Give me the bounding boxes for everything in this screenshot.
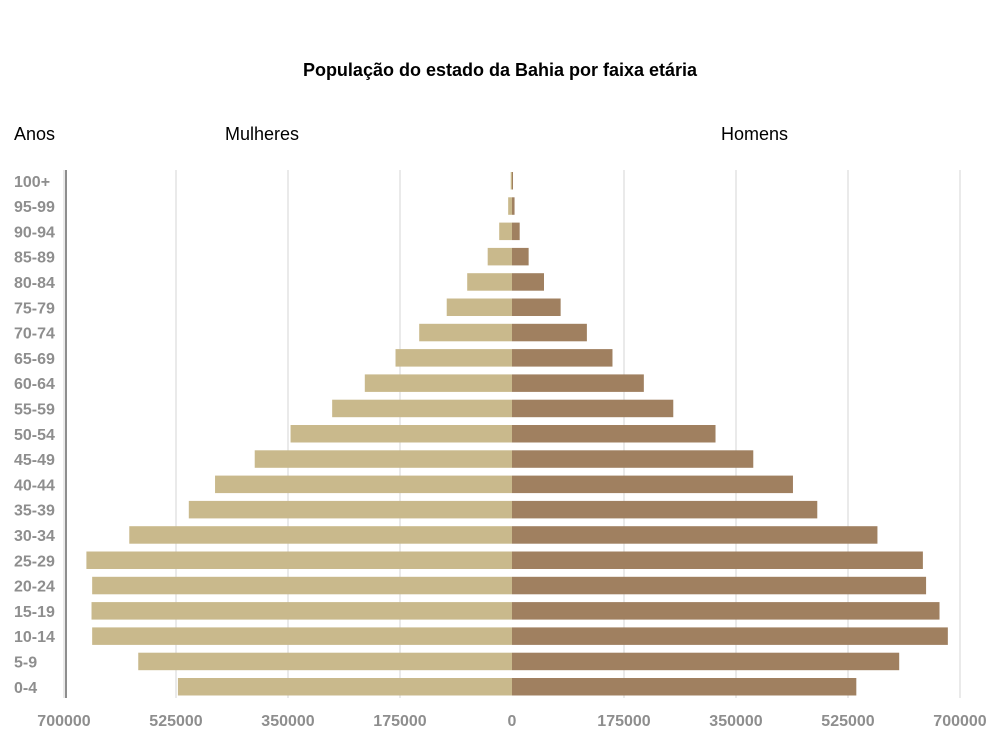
female-bar-50-54 bbox=[290, 425, 512, 443]
female-bar-5-9 bbox=[138, 652, 513, 671]
male-bar-15-19 bbox=[512, 602, 940, 620]
male-bar-50-54 bbox=[512, 425, 716, 443]
age-group-label: 45-49 bbox=[14, 452, 55, 469]
male-bar-30-34 bbox=[512, 526, 878, 544]
x-tick-label: 525000 bbox=[821, 713, 874, 730]
age-group-label: 30-34 bbox=[14, 528, 55, 545]
female-bar-25-29 bbox=[86, 551, 513, 569]
female-bar-30-34 bbox=[129, 526, 512, 544]
male-bar-100+ bbox=[512, 172, 513, 190]
age-group-label: 75-79 bbox=[14, 300, 55, 317]
x-tick-label: 350000 bbox=[261, 713, 314, 730]
male-bar-20-24 bbox=[512, 576, 927, 595]
female-bar-0-4 bbox=[177, 678, 513, 696]
age-group-label: 10-14 bbox=[14, 629, 55, 646]
age-group-label: 100+ bbox=[14, 174, 50, 191]
male-bar-95-99 bbox=[512, 197, 515, 215]
female-bar-55-59 bbox=[332, 399, 512, 418]
age-group-label: 25-29 bbox=[14, 553, 55, 570]
male-bar-75-79 bbox=[512, 298, 561, 316]
male-bar-10-14 bbox=[512, 627, 948, 645]
male-bar-85-89 bbox=[512, 247, 529, 266]
age-group-label: 60-64 bbox=[14, 376, 55, 393]
age-group-label: 95-99 bbox=[14, 199, 55, 216]
female-bar-20-24 bbox=[92, 576, 512, 595]
age-group-label: 5-9 bbox=[14, 654, 37, 671]
age-group-label: 85-89 bbox=[14, 250, 55, 267]
male-bar-65-69 bbox=[512, 349, 613, 367]
right-series-label: Homens bbox=[721, 124, 789, 144]
age-group-label: 65-69 bbox=[14, 351, 55, 368]
male-bar-40-44 bbox=[512, 475, 793, 494]
x-tick-label: 175000 bbox=[597, 713, 650, 730]
age-group-label: 40-44 bbox=[14, 477, 55, 494]
male-bar-90-94 bbox=[512, 222, 520, 241]
x-tick-label: 350000 bbox=[709, 713, 762, 730]
male-bar-80-84 bbox=[512, 273, 544, 291]
female-bar-75-79 bbox=[446, 298, 512, 316]
x-tick-label: 700000 bbox=[37, 713, 90, 730]
female-bar-70-74 bbox=[419, 323, 512, 342]
age-group-label: 70-74 bbox=[14, 326, 55, 343]
age-group-label: 90-94 bbox=[14, 224, 55, 241]
male-bar-45-49 bbox=[512, 450, 754, 468]
x-tick-label: 525000 bbox=[149, 713, 202, 730]
left-series-label: Mulheres bbox=[225, 124, 300, 144]
male-bar-0-4 bbox=[512, 678, 857, 696]
female-bar-35-39 bbox=[188, 500, 513, 519]
female-bar-65-69 bbox=[395, 349, 512, 367]
female-bar-85-89 bbox=[487, 247, 512, 266]
male-bar-25-29 bbox=[512, 551, 923, 569]
age-group-label: 50-54 bbox=[14, 427, 55, 444]
age-group-label: 0-4 bbox=[14, 680, 37, 697]
age-group-label: 55-59 bbox=[14, 401, 55, 418]
y-axis-label: Anos bbox=[14, 124, 56, 144]
male-bar-55-59 bbox=[512, 399, 674, 418]
male-bar-5-9 bbox=[512, 652, 900, 671]
age-group-label: 35-39 bbox=[14, 503, 55, 520]
male-bar-35-39 bbox=[512, 500, 818, 519]
age-group-label: 20-24 bbox=[14, 579, 55, 596]
female-bar-100+ bbox=[510, 172, 512, 190]
female-bar-95-99 bbox=[508, 197, 512, 215]
male-bar-60-64 bbox=[512, 374, 644, 392]
female-bar-60-64 bbox=[364, 374, 512, 392]
x-tick-label: 175000 bbox=[373, 713, 426, 730]
age-group-label: 15-19 bbox=[14, 604, 55, 621]
female-bar-45-49 bbox=[254, 450, 512, 468]
x-tick-label: 700000 bbox=[933, 713, 986, 730]
chart-title: População do estado da Bahia por faixa e… bbox=[302, 60, 698, 80]
female-bar-15-19 bbox=[91, 602, 513, 620]
female-bar-90-94 bbox=[499, 222, 512, 241]
age-group-label: 80-84 bbox=[14, 275, 55, 292]
x-tick-label: 0 bbox=[508, 713, 517, 730]
female-bar-80-84 bbox=[467, 273, 512, 291]
male-bar-70-74 bbox=[512, 323, 587, 342]
female-bar-10-14 bbox=[92, 627, 512, 645]
female-bar-40-44 bbox=[215, 475, 513, 494]
